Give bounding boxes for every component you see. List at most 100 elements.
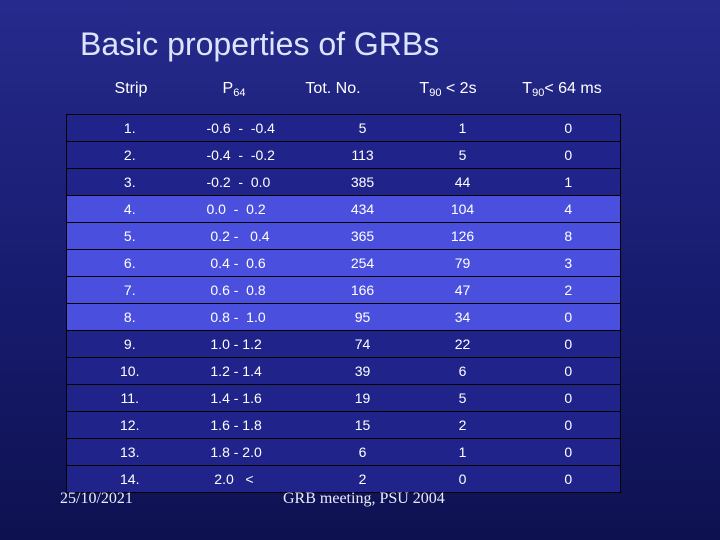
- cell-t90-64ms: 0: [516, 141, 621, 169]
- cell-tot: 19: [316, 384, 409, 412]
- header-strip-label: Strip: [114, 80, 148, 97]
- cell-t90-2s: 104: [408, 195, 517, 223]
- cell-p64: 0.2 - 0.4: [192, 222, 317, 250]
- cell-t90-2s: 2: [408, 411, 517, 439]
- cell-t90-64ms: 0: [516, 114, 621, 142]
- cell-t90-2s: 79: [408, 249, 517, 277]
- cell-t90-2s: 1: [408, 438, 517, 466]
- cell-p64: -0.4 - -0.2: [192, 141, 317, 169]
- cell-t90-2s: 5: [408, 141, 517, 169]
- cell-t90-2s: 22: [408, 330, 517, 358]
- cell-tot: 5: [316, 114, 409, 142]
- cell-t90-64ms: 0: [516, 438, 621, 466]
- cell-strip: 10.: [66, 357, 193, 385]
- footer-date: 25/10/2021: [60, 490, 133, 507]
- cell-p64: 0.8 - 1.0: [192, 303, 317, 331]
- cell-p64: -0.2 - 0.0: [192, 168, 317, 196]
- cell-p64: 1.2 - 1.4: [192, 357, 317, 385]
- header-t64-main: T: [522, 80, 533, 97]
- table-row: 8. 0.8 - 1.0 95 34 0: [66, 303, 621, 331]
- cell-tot: 166: [316, 276, 409, 304]
- cell-t90-2s: 47: [408, 276, 517, 304]
- cell-strip: 8.: [66, 303, 193, 331]
- cell-tot: 2: [316, 465, 409, 493]
- cell-t90-2s: 34: [408, 303, 517, 331]
- header-p64-main: P: [222, 80, 234, 97]
- cell-t90-64ms: 0: [516, 411, 621, 439]
- cell-tot: 113: [316, 141, 409, 169]
- header-t2-sub: 90: [429, 87, 442, 99]
- cell-tot: 434: [316, 195, 409, 223]
- table-row: 5. 0.2 - 0.4 365 126 8: [66, 222, 621, 250]
- table-row: 1. -0.6 - -0.4 5 1 0: [66, 114, 621, 142]
- header-tot-label: Tot. No.: [305, 80, 361, 97]
- cell-strip: 1.: [66, 114, 193, 142]
- cell-strip: 7.: [66, 276, 193, 304]
- table-row: 7. 0.6 - 0.8 166 47 2: [66, 276, 621, 304]
- cell-t90-64ms: 8: [516, 222, 621, 250]
- header-t2-rest: < 2s: [441, 80, 477, 97]
- cell-strip: 6.: [66, 249, 193, 277]
- cell-tot: 385: [316, 168, 409, 196]
- cell-strip: 9.: [66, 330, 193, 358]
- table-row: 14. 2.0 <2 0 0: [66, 465, 621, 493]
- cell-p64: 1.0 - 1.2: [192, 330, 317, 358]
- cell-t90-2s: 126: [408, 222, 517, 250]
- cell-tot: 74: [316, 330, 409, 358]
- table-row: 4. 0.0 - 0.2 434 104 4: [66, 195, 621, 223]
- cell-p64: -0.6 - -0.4: [192, 114, 317, 142]
- cell-t90-2s: 6: [408, 357, 517, 385]
- header-tot: Tot. No.: [305, 80, 360, 98]
- grb-properties-table: 1. -0.6 - -0.4 5 1 0 2. -0.4 - -0.2 113 5 0 3. -0.2…: [66, 114, 621, 493]
- header-t64-sub: 90: [532, 87, 545, 99]
- cell-t90-64ms: 0: [516, 330, 621, 358]
- table-row: 2. -0.4 - -0.2 113 5 0: [66, 141, 621, 169]
- table-row: 6. 0.4 - 0.6 254 79 3: [66, 249, 621, 277]
- cell-t90-64ms: 3: [516, 249, 621, 277]
- cell-p64: 1.6 - 1.8: [192, 411, 317, 439]
- cell-strip: 3.: [66, 168, 193, 196]
- table-row: 12. 1.6 - 1.8 15 2 0: [66, 411, 621, 439]
- header-t90-2s: T90 < 2s: [419, 80, 476, 99]
- cell-p64: 0.4 - 0.6: [192, 249, 317, 277]
- cell-tot: 6: [316, 438, 409, 466]
- cell-t90-64ms: 4: [516, 195, 621, 223]
- header-t64-rest: < 64 ms: [544, 80, 602, 97]
- cell-t90-2s: 1: [408, 114, 517, 142]
- cell-p64: 1.4 - 1.6: [192, 384, 317, 412]
- cell-t90-64ms: 0: [516, 465, 621, 493]
- table-row: 10. 1.2 - 1.4 39 6 0: [66, 357, 621, 385]
- cell-p64: 0.6 - 0.8: [192, 276, 317, 304]
- cell-p64: 2.0 <: [192, 465, 317, 493]
- cell-strip: 4.: [66, 195, 193, 223]
- header-t2-main: T: [419, 80, 430, 97]
- cell-t90-2s: 44: [408, 168, 517, 196]
- cell-strip: 5.: [66, 222, 193, 250]
- table-row: 9. 1.0 - 1.2 74 22 0: [66, 330, 621, 358]
- header-strip: Strip: [115, 80, 148, 98]
- cell-t90-64ms: 0: [516, 357, 621, 385]
- table-body: 1. -0.6 - -0.4 5 1 0 2. -0.4 - -0.2 113 5 0 3. -0.2…: [66, 114, 621, 493]
- cell-p64: 1.8 - 2.0: [192, 438, 317, 466]
- header-p64: P64: [223, 80, 246, 99]
- cell-t90-64ms: 2: [516, 276, 621, 304]
- table-row: 11. 1.4 - 1.6 19 5 0: [66, 384, 621, 412]
- cell-t90-2s: 0: [408, 465, 517, 493]
- cell-tot: 254: [316, 249, 409, 277]
- cell-tot: 39: [316, 357, 409, 385]
- cell-tot: 15: [316, 411, 409, 439]
- cell-strip: 2.: [66, 141, 193, 169]
- cell-strip: 11.: [66, 384, 193, 412]
- cell-p64: 0.0 - 0.2: [192, 195, 317, 223]
- slide-title: Basic properties of GRBs: [80, 26, 440, 62]
- cell-t90-2s: 5: [408, 384, 517, 412]
- cell-strip: 12.: [66, 411, 193, 439]
- cell-tot: 365: [316, 222, 409, 250]
- cell-tot: 95: [316, 303, 409, 331]
- table-row: 3. -0.2 - 0.0 385 44 1: [66, 168, 621, 196]
- cell-t90-64ms: 1: [516, 168, 621, 196]
- cell-strip: 13.: [66, 438, 193, 466]
- cell-t90-64ms: 0: [516, 303, 621, 331]
- cell-strip: 14.: [66, 465, 193, 493]
- cell-t90-64ms: 0: [516, 384, 621, 412]
